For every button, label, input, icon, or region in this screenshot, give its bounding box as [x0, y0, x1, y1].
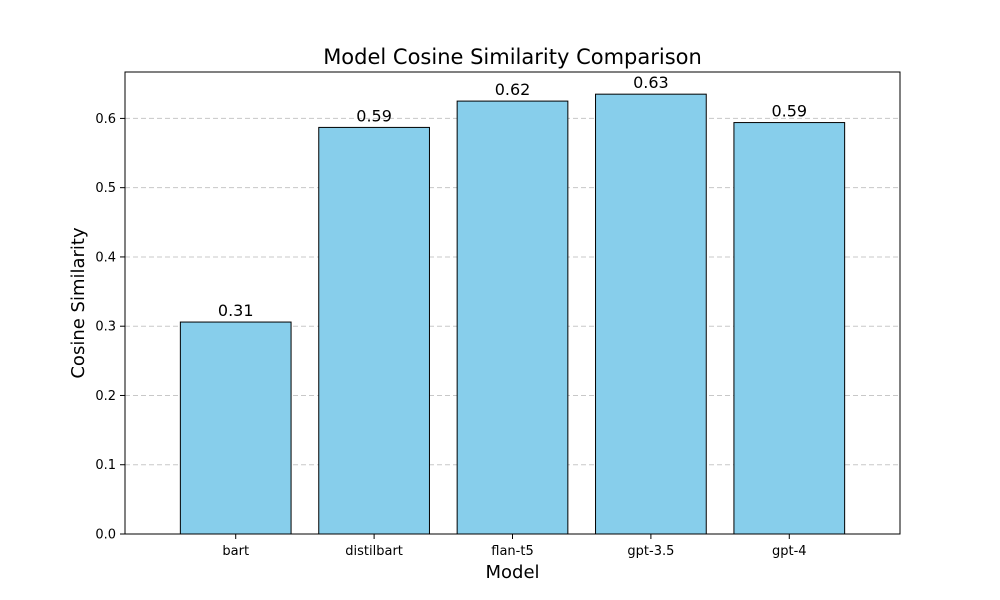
- value-label: 0.59: [356, 106, 392, 125]
- value-label: 0.59: [771, 102, 807, 121]
- y-axis-ticks: 0.0 0.1 0.2 0.3 0.4 0.5 0.6: [95, 112, 125, 543]
- x-axis-label: Model: [485, 562, 539, 583]
- x-axis-ticks: bart distilbart flan-t5 gpt-3.5 gpt-4: [222, 534, 807, 559]
- value-label: 0.31: [218, 301, 254, 320]
- y-tick-label: 0.4: [95, 250, 116, 265]
- y-tick-label: 0.5: [95, 181, 116, 196]
- x-tick-label: distilbart: [345, 544, 403, 559]
- x-tick-label: flan-t5: [491, 544, 533, 559]
- value-labels: 0.31 0.59 0.62 0.63 0.59: [218, 73, 807, 320]
- y-tick-label: 0.6: [95, 112, 116, 127]
- bar-bart: [179, 321, 292, 535]
- bar-distilbart: [318, 126, 430, 535]
- bar-gpt-4: [733, 122, 846, 535]
- y-tick-label: 0.3: [95, 320, 116, 335]
- y-tick-label: 0.2: [95, 389, 116, 404]
- x-tick-label: bart: [222, 544, 249, 559]
- chart-title: Model Cosine Similarity Comparison: [323, 45, 702, 69]
- y-tick-label: 0.0: [95, 528, 116, 543]
- value-label: 0.62: [495, 80, 531, 99]
- bar-flan-t5: [456, 100, 569, 535]
- x-tick-label: gpt-4: [772, 544, 807, 559]
- x-tick-label: gpt-3.5: [627, 544, 674, 559]
- value-label: 0.63: [633, 73, 669, 92]
- y-tick-label: 0.1: [95, 458, 116, 473]
- y-axis-label: Cosine Similarity: [68, 227, 89, 379]
- bars: [179, 93, 846, 535]
- bar-gpt-3.5: [595, 93, 707, 535]
